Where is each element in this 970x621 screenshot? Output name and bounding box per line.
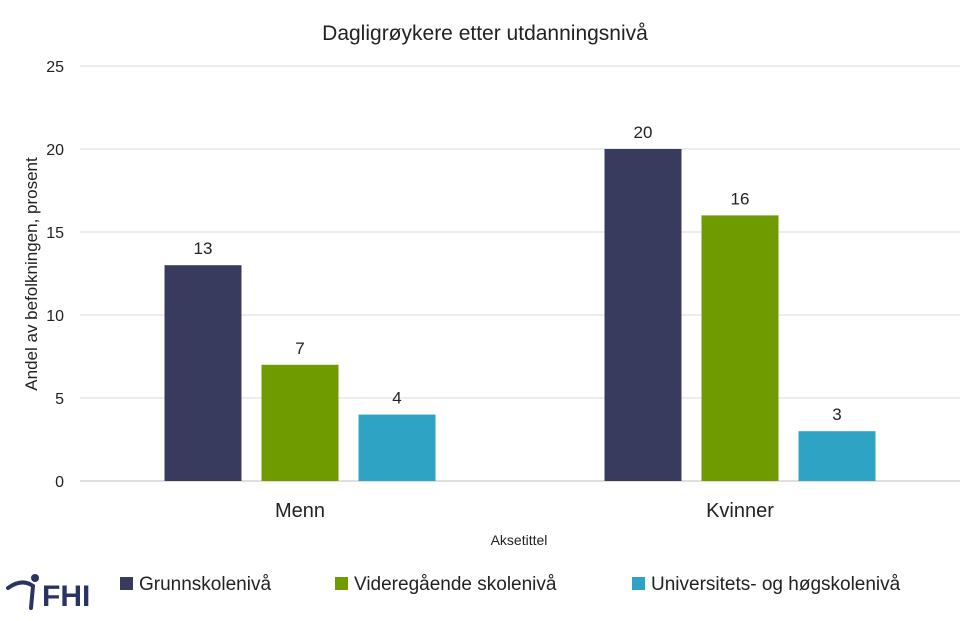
y-tick-label: 15: [46, 225, 64, 242]
legend: Grunnskolenivå Videregående skolenivå Univ…: [120, 574, 901, 595]
fhi-logo: FHI: [6, 574, 90, 613]
x-tick-label: Kvinner: [706, 500, 774, 522]
bar: [798, 431, 876, 481]
data-label: 4: [392, 389, 401, 408]
fhi-logo-icon: [6, 574, 39, 610]
y-axis-ticks: 0 5 10 15 20 25: [46, 59, 64, 491]
data-label: 20: [634, 123, 653, 142]
y-tick-label: 0: [55, 474, 64, 491]
legend-swatch: [120, 577, 133, 590]
legend-label: Grunnskolenivå: [139, 574, 271, 595]
x-axis-ticks: Menn Kvinner: [275, 500, 774, 522]
data-label: 16: [731, 189, 750, 208]
bars: [164, 149, 876, 481]
legend-item: Universitets- og høgskolenivå: [632, 574, 901, 595]
legend-swatch: [335, 577, 348, 590]
data-label: 13: [194, 239, 213, 258]
fhi-logo-text: FHI: [42, 580, 90, 613]
legend-item: Videregående skolenivå: [335, 574, 557, 595]
y-tick-label: 10: [46, 308, 64, 325]
bar: [261, 364, 339, 481]
y-axis-label: Andel av befolkningen, prosent: [22, 157, 41, 391]
y-tick-label: 5: [55, 391, 64, 408]
legend-item: Grunnskolenivå: [120, 574, 271, 595]
y-tick-label: 25: [46, 59, 64, 76]
legend-label: Universitets- og høgskolenivå: [651, 574, 901, 595]
x-axis-label: Aksetittel: [491, 532, 548, 548]
legend-label: Videregående skolenivå: [354, 574, 557, 595]
x-tick-label: Menn: [275, 500, 325, 522]
bar: [701, 215, 779, 481]
data-label: 3: [832, 405, 841, 424]
bar: [604, 149, 682, 481]
bar: [164, 265, 242, 481]
y-tick-label: 20: [46, 142, 64, 159]
legend-swatch: [632, 577, 645, 590]
chart-title: Dagligrøykere etter utdanningsnivå: [322, 22, 648, 45]
data-labels: 13 7 4 20 16 3: [194, 123, 842, 424]
data-label: 7: [295, 339, 304, 358]
bar: [358, 414, 436, 481]
